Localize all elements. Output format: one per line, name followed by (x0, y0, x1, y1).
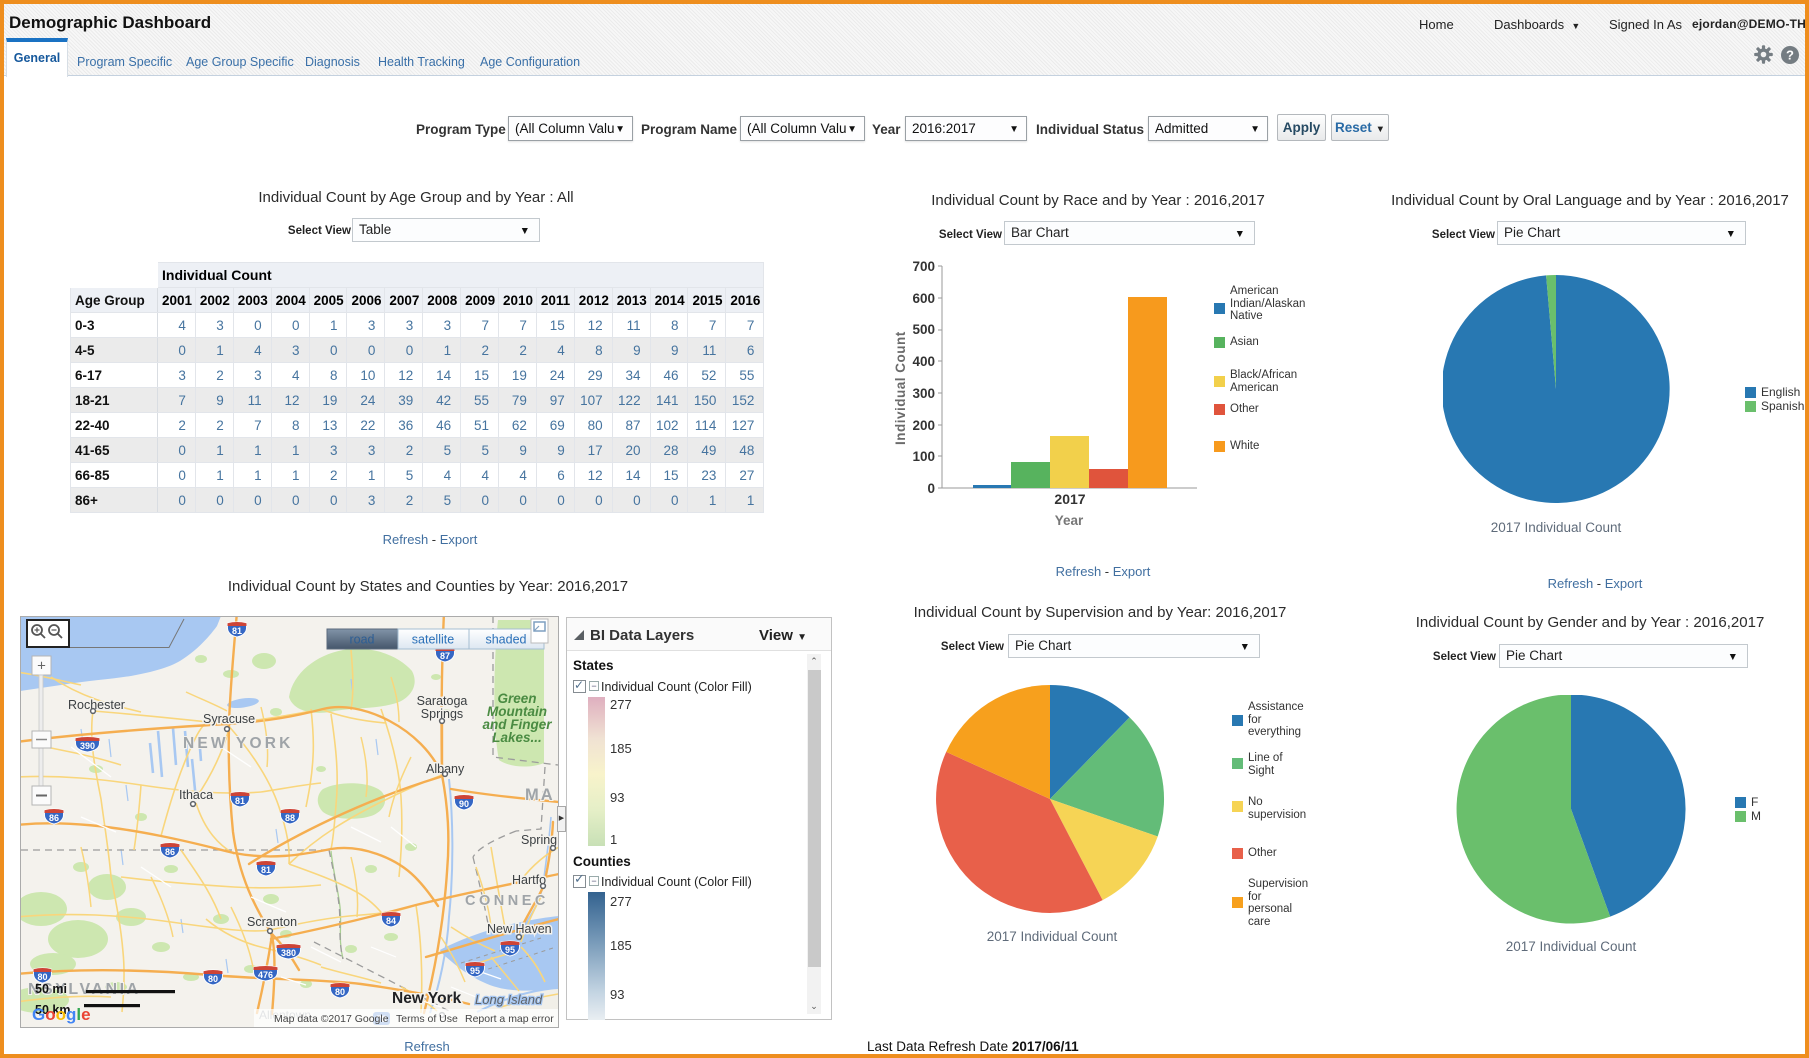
svg-text:satellite: satellite (412, 633, 454, 647)
svg-text:and Finger: and Finger (482, 717, 552, 732)
svg-text:Report a map error: Report a map error (465, 1013, 554, 1025)
svg-text:50 mi: 50 mi (35, 982, 67, 996)
svg-text:NSYLVANIA: NSYLVANIA (28, 981, 141, 998)
svg-text:Hartfo: Hartfo (512, 873, 546, 887)
svg-text:88: 88 (285, 813, 295, 823)
svg-text:50 km: 50 km (35, 1003, 70, 1017)
svg-text:Saratoga: Saratoga (417, 694, 468, 708)
svg-text:600: 600 (912, 291, 935, 306)
svg-text:Lakes...: Lakes... (492, 730, 542, 745)
svg-text:Map data ©2017 Google: Map data ©2017 Google (274, 1013, 389, 1025)
svg-text:87: 87 (440, 651, 450, 661)
svg-text:400: 400 (912, 354, 935, 369)
svg-text:Terms of Use: Terms of Use (396, 1013, 458, 1025)
svg-text:200: 200 (912, 418, 935, 433)
svg-text:700: 700 (912, 259, 935, 274)
svg-text:84: 84 (386, 916, 396, 926)
svg-text:Long Island: Long Island (475, 992, 543, 1007)
svg-text:?: ? (1786, 48, 1794, 63)
svg-text:2017: 2017 (1054, 491, 1085, 507)
svg-text:81: 81 (232, 626, 242, 636)
svg-text:390: 390 (80, 741, 95, 751)
svg-text:86: 86 (49, 813, 59, 823)
svg-text:shaded: shaded (485, 633, 526, 647)
svg-text:Year: Year (1055, 513, 1084, 528)
svg-text:90: 90 (459, 799, 469, 809)
svg-text:Mountain: Mountain (487, 704, 547, 719)
svg-text:380: 380 (281, 948, 296, 958)
svg-text:500: 500 (912, 322, 935, 337)
svg-text:Google: Google (32, 1005, 91, 1024)
svg-text:95: 95 (470, 966, 480, 976)
svg-text:100: 100 (912, 449, 935, 464)
svg-text:81: 81 (235, 796, 245, 806)
svg-text:80: 80 (335, 987, 345, 997)
svg-text:New Haven: New Haven (487, 922, 552, 936)
svg-text:86: 86 (165, 847, 175, 857)
svg-text:New York: New York (392, 990, 462, 1007)
svg-text:+: + (37, 658, 46, 675)
svg-text:300: 300 (912, 386, 935, 401)
svg-text:Individual Count: Individual Count (893, 331, 908, 445)
svg-text:Rochester: Rochester (68, 698, 125, 712)
svg-text:Green: Green (497, 691, 536, 706)
svg-text:NEW YORK: NEW YORK (183, 735, 294, 752)
svg-text:Albany: Albany (426, 762, 465, 776)
svg-text:80: 80 (208, 974, 218, 984)
svg-text:0: 0 (927, 481, 935, 496)
svg-text:MA: MA (525, 786, 555, 804)
svg-text:95: 95 (505, 945, 515, 955)
svg-text:476: 476 (258, 970, 273, 980)
svg-text:81: 81 (261, 865, 271, 875)
svg-text:Syracuse: Syracuse (203, 712, 255, 726)
svg-text:80: 80 (37, 972, 47, 982)
svg-text:Springs: Springs (421, 707, 463, 721)
svg-text:Ithaca: Ithaca (179, 788, 213, 802)
svg-text:CONNEC: CONNEC (465, 893, 549, 909)
svg-text:road: road (349, 633, 374, 647)
svg-text:Spring: Spring (521, 833, 557, 847)
svg-text:Scranton: Scranton (247, 915, 297, 929)
